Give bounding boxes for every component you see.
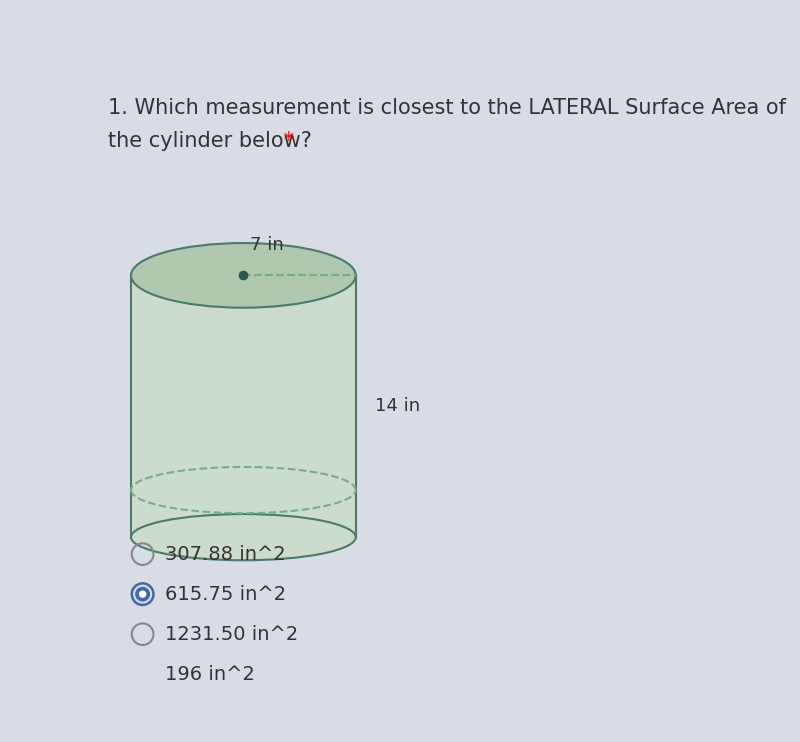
Text: 7 in: 7 in	[250, 236, 283, 254]
Text: 1. Which measurement is closest to the LATERAL Surface Area of: 1. Which measurement is closest to the L…	[108, 98, 786, 118]
Polygon shape	[131, 275, 356, 537]
Text: 1231.50 in^2: 1231.50 in^2	[165, 625, 298, 644]
Text: 14 in: 14 in	[375, 397, 420, 416]
Ellipse shape	[131, 514, 356, 560]
Text: 615.75 in^2: 615.75 in^2	[165, 585, 286, 604]
Text: *: *	[277, 131, 294, 151]
Circle shape	[136, 588, 150, 601]
Ellipse shape	[131, 243, 356, 308]
Circle shape	[139, 591, 146, 597]
Text: 307.88 in^2: 307.88 in^2	[165, 545, 286, 564]
Text: 196 in^2: 196 in^2	[165, 665, 255, 683]
Text: the cylinder below?: the cylinder below?	[108, 131, 312, 151]
